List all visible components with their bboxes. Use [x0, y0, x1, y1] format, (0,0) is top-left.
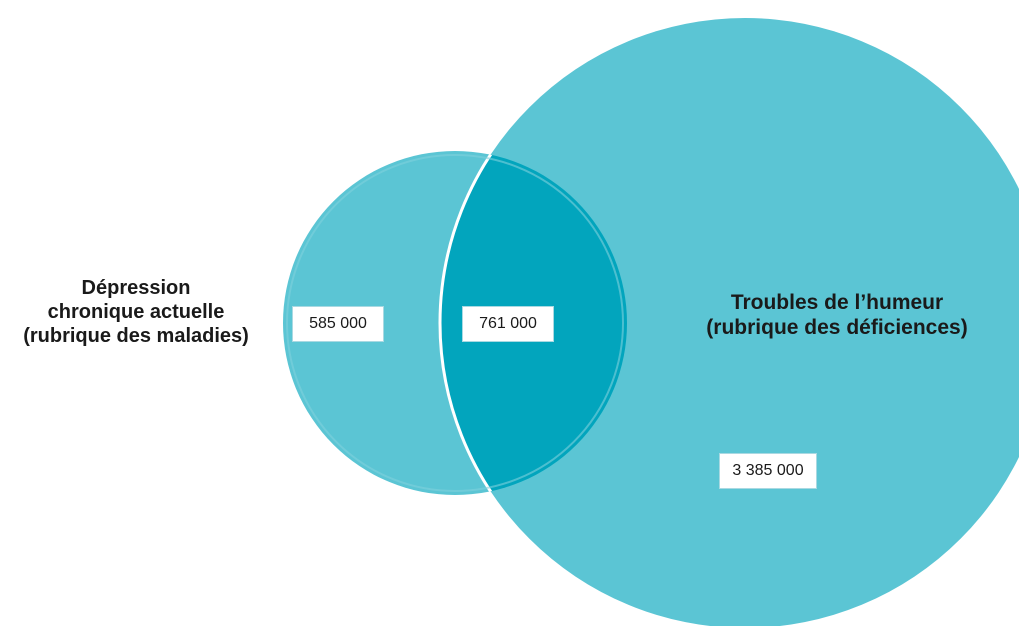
count-deficiences-only: 3 385 000: [719, 453, 817, 489]
set-label-maladies: Dépression chronique actuelle (rubrique …: [0, 276, 272, 348]
set-label-line: (rubrique des maladies): [23, 325, 249, 347]
set-circle-deficiences: [440, 18, 1019, 626]
set-label-line: Troubles de l’humeur: [730, 291, 944, 314]
set-label-line: (rubrique des déficiences): [706, 316, 968, 340]
set-label-line: chronique actuelle: [47, 301, 225, 323]
set-label-line: Dépression: [81, 277, 191, 299]
set-outline-maladies: [286, 154, 624, 492]
count-intersection: 761 000: [462, 306, 554, 342]
count-maladies-only: 585 000: [292, 306, 384, 342]
set-label-deficiences: Troubles de l’humeur (rubrique des défic…: [672, 290, 1002, 340]
